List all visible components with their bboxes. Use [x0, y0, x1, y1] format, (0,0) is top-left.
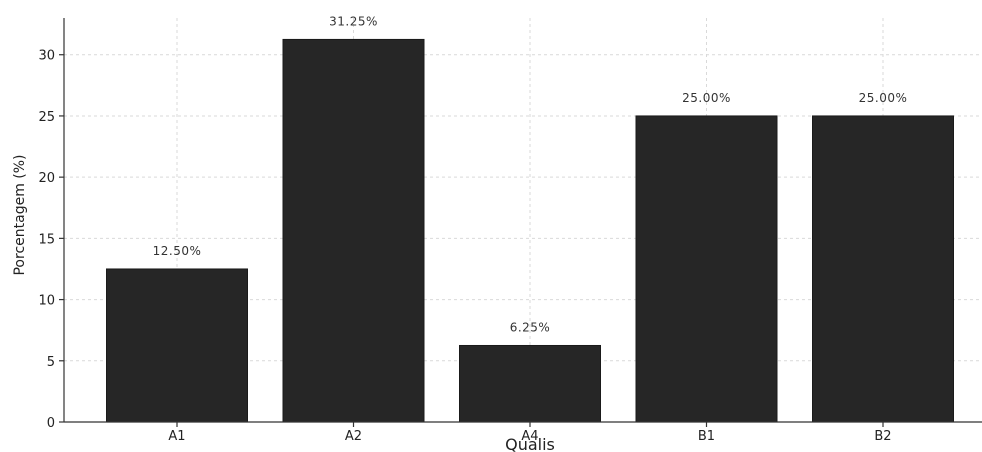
y-axis: 0 5 10 15 20 25 30: [38, 18, 65, 431]
x-tick-label: A2: [345, 429, 362, 444]
data-label-a4: 6.25%: [510, 320, 551, 334]
y-tick-label: 25: [38, 110, 55, 125]
bar-a1: [106, 268, 248, 423]
x-tick-label: B2: [874, 429, 891, 444]
y-tick-label: 20: [38, 171, 55, 186]
y-axis-title: Porcentagem (%): [12, 154, 28, 275]
y-tick-label: 10: [38, 294, 55, 309]
y-tick-label: 30: [38, 49, 55, 64]
bar-a2: [282, 38, 425, 423]
y-tick-label: 15: [38, 232, 55, 247]
data-labels: 12.50% 31.25% 6.25% 25.00% 25.00%: [153, 14, 908, 334]
data-label-a1: 12.50%: [153, 244, 202, 258]
y-tick-label: 0: [47, 416, 55, 431]
data-label-b1: 25.00%: [682, 91, 731, 105]
data-label-b2: 25.00%: [859, 91, 908, 105]
bar-a4: [459, 344, 601, 423]
x-axis-title: Qualis: [505, 435, 555, 452]
x-tick-label: B1: [698, 429, 715, 444]
bars: [106, 38, 954, 423]
x-tick-label: A1: [168, 429, 185, 444]
x-tick-label: A4: [521, 429, 538, 444]
bar-b1: [635, 115, 778, 423]
x-axis: A1 A2 A4 B1 B2: [64, 421, 982, 444]
data-label-a2: 31.25%: [329, 14, 378, 28]
y-tick-label: 5: [47, 355, 55, 370]
bar-b2: [812, 115, 954, 423]
